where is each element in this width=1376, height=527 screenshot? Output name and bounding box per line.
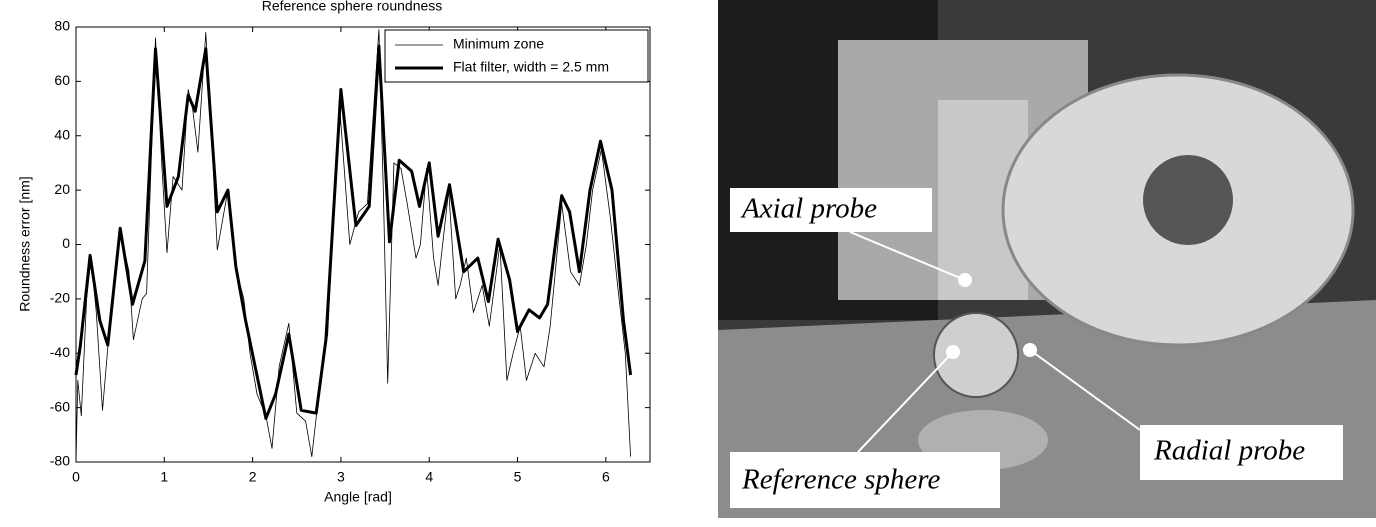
y-tick-label: 0 xyxy=(62,235,70,251)
x-tick-label: 5 xyxy=(514,469,522,485)
y-tick-label: -40 xyxy=(50,344,70,360)
label-box xyxy=(730,452,1000,508)
photo-label: Axial probe xyxy=(740,193,877,225)
y-tick-label: -20 xyxy=(50,290,70,306)
y-tick-label: 20 xyxy=(54,181,70,197)
legend-label: Flat filter, width = 2.5 mm xyxy=(453,59,609,75)
x-axis-label: Angle [rad] xyxy=(324,489,392,505)
plot-frame xyxy=(75,26,651,463)
photo-label: Radial probe xyxy=(1153,435,1305,467)
x-tick-label: 6 xyxy=(602,469,610,485)
x-tick-label: 2 xyxy=(249,469,257,485)
spindle-hub xyxy=(1143,155,1233,245)
chart: Reference sphere roundness Angle [rad] R… xyxy=(17,0,651,505)
y-tick-label: -80 xyxy=(50,453,70,469)
series-line xyxy=(74,44,633,420)
y-tick-label: 40 xyxy=(54,126,70,142)
x-tick-label: 4 xyxy=(425,469,433,485)
leader-line xyxy=(1029,349,1141,431)
y-tick-label: 80 xyxy=(54,18,70,34)
reference-sphere xyxy=(933,312,1019,398)
label-box xyxy=(1140,425,1343,480)
y-tick-label: -60 xyxy=(50,398,70,414)
probe-dot xyxy=(958,273,972,287)
photo-label: Reference sphere xyxy=(741,464,940,496)
chart-title: Reference sphere roundness xyxy=(262,0,443,14)
leader-line xyxy=(849,231,966,281)
x-tick-label: 1 xyxy=(160,469,168,485)
y-axis-label: Roundness error [nm] xyxy=(17,176,33,311)
probe-dot xyxy=(946,345,960,359)
photo: Axial probe Reference sphere Radial prob… xyxy=(718,0,1376,518)
probe-dot xyxy=(1023,343,1037,357)
label-box xyxy=(730,188,932,232)
legend-box xyxy=(384,29,649,83)
y-tick-label: 60 xyxy=(54,72,70,88)
leader-line xyxy=(857,351,954,453)
x-tick-label: 0 xyxy=(72,469,80,485)
legend-label: Minimum zone xyxy=(453,36,544,52)
x-tick-label: 3 xyxy=(337,469,345,485)
